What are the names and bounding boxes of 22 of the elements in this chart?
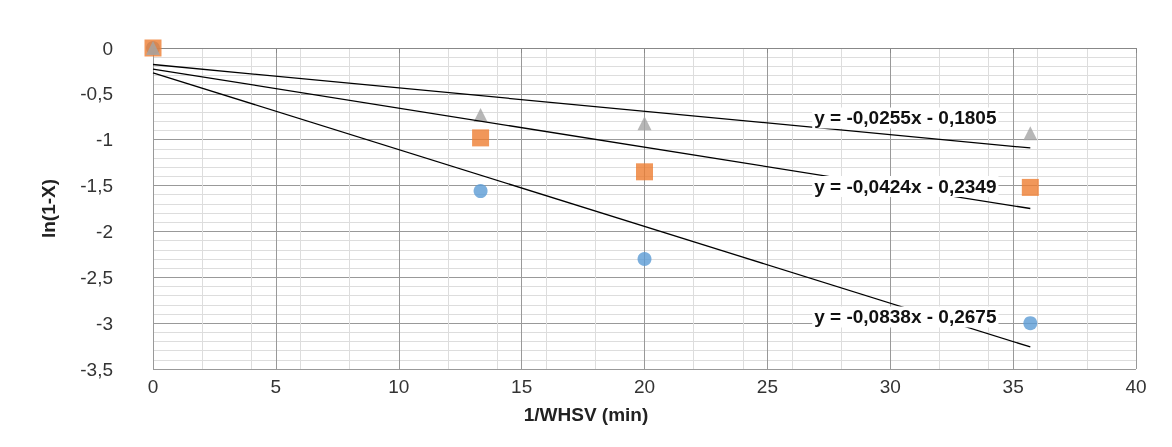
x-tick-label: 20 — [633, 376, 656, 397]
y-tick-label: -2 — [96, 220, 113, 242]
x-tick-label: 40 — [1125, 376, 1147, 397]
x-tick-label: 5 — [270, 376, 282, 397]
y-tick-label: 0 — [102, 37, 113, 59]
x-tick-label: 0 — [147, 376, 159, 397]
y-tick-label: -1 — [96, 129, 113, 151]
x-tick-label: 10 — [388, 376, 410, 397]
annotation: y = -0,0424x - 0,2349 — [814, 176, 997, 197]
x-tick-label: 25 — [756, 376, 778, 397]
annotation: y = -0,0838x - 0,2675 — [814, 306, 997, 328]
y-tick-label: -3,5 — [80, 358, 113, 380]
y-axis-title: ln(1-X) — [38, 178, 59, 239]
y-tick-label: -0,5 — [80, 83, 113, 105]
x-tick-label: 15 — [511, 376, 533, 397]
y-tick-label: -2,5 — [80, 266, 113, 288]
annotation: y = -0,0255x - 0,1805 — [814, 107, 997, 129]
y-tick-label: -1,5 — [80, 175, 113, 197]
x-tick-label: 35 — [1002, 376, 1024, 397]
x-tick-label: 30 — [879, 376, 901, 397]
x-axis-title: 1/WHSV (min) — [523, 404, 649, 425]
y-tick-label: -3 — [96, 312, 113, 334]
